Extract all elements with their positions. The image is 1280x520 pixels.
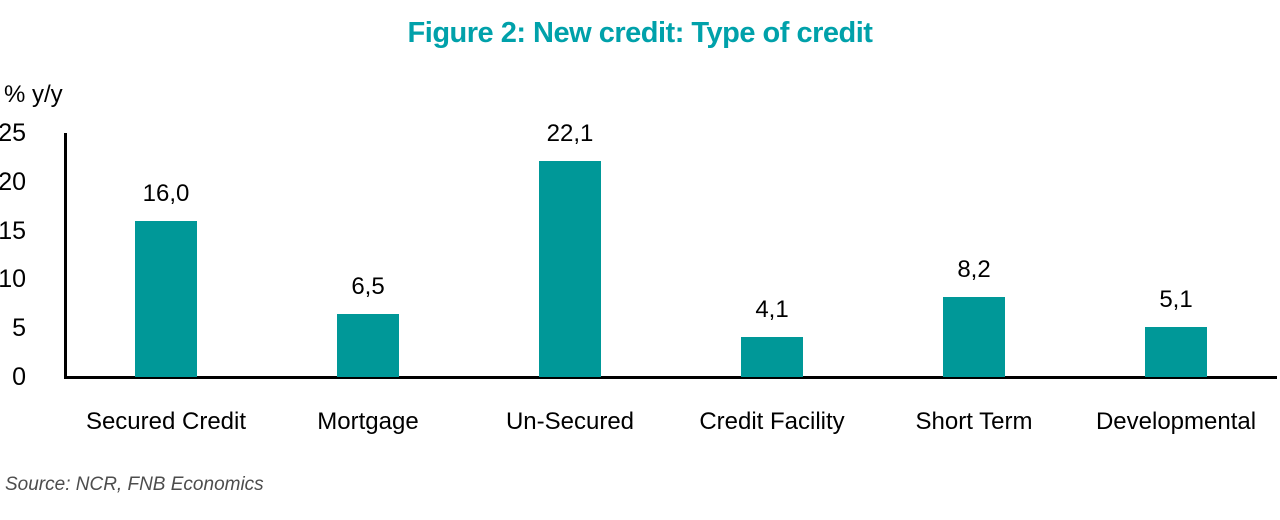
x-category-label: Mortgage	[317, 408, 419, 435]
source-note: Source: NCR, FNB Economics	[5, 474, 264, 495]
y-tick-label: 20	[0, 167, 26, 196]
bar	[943, 296, 1005, 377]
bar	[337, 313, 399, 377]
y-tick-label: 25	[0, 119, 26, 147]
bar	[539, 161, 601, 377]
y-tick-label: 15	[0, 216, 26, 245]
bar-value-label: 8,2	[957, 255, 991, 283]
y-axis-unit-label: % y/y	[4, 81, 63, 108]
x-axis-line	[64, 376, 1277, 379]
x-category-label: Short Term	[915, 408, 1033, 435]
y-tick-label: 10	[0, 265, 26, 294]
bar-value-label: 22,1	[546, 120, 594, 148]
y-axis-line	[64, 133, 67, 379]
bar-value-label: 5,1	[1159, 286, 1193, 314]
bar-value-label: 16,0	[142, 179, 190, 207]
bar	[1145, 327, 1207, 377]
x-category-label: Credit Facility	[699, 408, 845, 435]
bar-value-label: 6,5	[351, 272, 385, 300]
x-category-label: Secured Credit	[85, 408, 247, 435]
chart-title: Figure 2: New credit: Type of credit	[407, 17, 873, 49]
bar	[135, 220, 197, 377]
bar	[741, 336, 803, 377]
y-tick-label: 0	[12, 363, 26, 391]
bar-value-label: 4,1	[755, 295, 789, 323]
x-category-label: Developmental	[1095, 408, 1257, 435]
y-tick-label: 5	[12, 314, 26, 343]
x-category-label: Un-Secured	[505, 408, 635, 435]
